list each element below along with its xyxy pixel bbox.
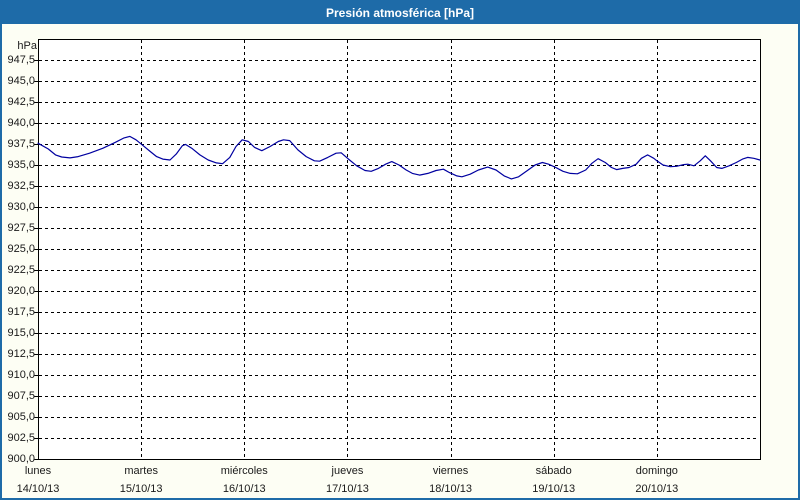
x-axis-day-label: sábado — [535, 465, 572, 477]
y-axis-tick-label: 902,5 — [7, 432, 35, 444]
x-axis-day-label: jueves — [331, 465, 364, 477]
y-axis-tick-label: 925,0 — [7, 243, 35, 255]
x-axis-date-label: 18/10/13 — [429, 483, 472, 495]
y-axis-tick-label: 905,0 — [7, 411, 35, 423]
y-axis-tick-label: 922,5 — [7, 264, 35, 276]
y-axis-tick-label: 942,5 — [7, 96, 35, 108]
y-axis-tick-label: 927,5 — [7, 222, 35, 234]
chart-content: hPa 947,5 945,0 942,5 940,0 937,5 935,0 932,5 9… — [2, 24, 798, 498]
y-axis-tick-label: 920,0 — [7, 285, 35, 297]
y-axis-tick-label: 937,5 — [7, 138, 35, 150]
window-title: Presión atmosférica [hPa] — [2, 2, 798, 24]
x-axis-date-label: 15/10/13 — [119, 483, 163, 495]
x-axis-date-label: 16/10/13 — [222, 483, 266, 495]
y-axis-tick-label: 935,0 — [7, 159, 35, 171]
y-axis-tick-label: 912,5 — [7, 348, 35, 360]
y-axis-tick-label: 910,0 — [7, 369, 35, 381]
x-axis-day-label: lunes — [24, 465, 52, 477]
x-axis-date-label: 20/10/13 — [635, 483, 679, 495]
x-axis-date-label: 17/10/13 — [326, 483, 369, 495]
y-axis-tick-label: 930,0 — [7, 201, 35, 213]
x-axis-day-label: martes — [124, 465, 158, 477]
y-axis-tick-label: 915,0 — [7, 327, 35, 339]
y-axis-tick-label: 945,0 — [7, 75, 35, 87]
pressure-chart — [34, 39, 761, 460]
y-axis-tick-label: 907,5 — [7, 390, 35, 402]
y-axis-tick-label: 947,5 — [7, 54, 35, 66]
x-axis-day-label: miércoles — [220, 465, 268, 477]
y-axis-tick-label: 900,0 — [7, 453, 35, 465]
y-axis-tick-label: 932,5 — [7, 180, 35, 192]
y-axis-tick-label: 917,5 — [7, 306, 35, 318]
y-axis-unit-label: hPa — [17, 40, 37, 52]
pressure-line — [37, 135, 761, 180]
x-axis-date-label: 14/10/13 — [16, 483, 60, 495]
y-axis-tick-label: 940,0 — [7, 117, 35, 129]
x-axis-date-label: 19/10/13 — [532, 483, 576, 495]
x-axis-day-label: domingo — [635, 465, 678, 477]
x-axis-day-label: viernes — [432, 465, 469, 477]
